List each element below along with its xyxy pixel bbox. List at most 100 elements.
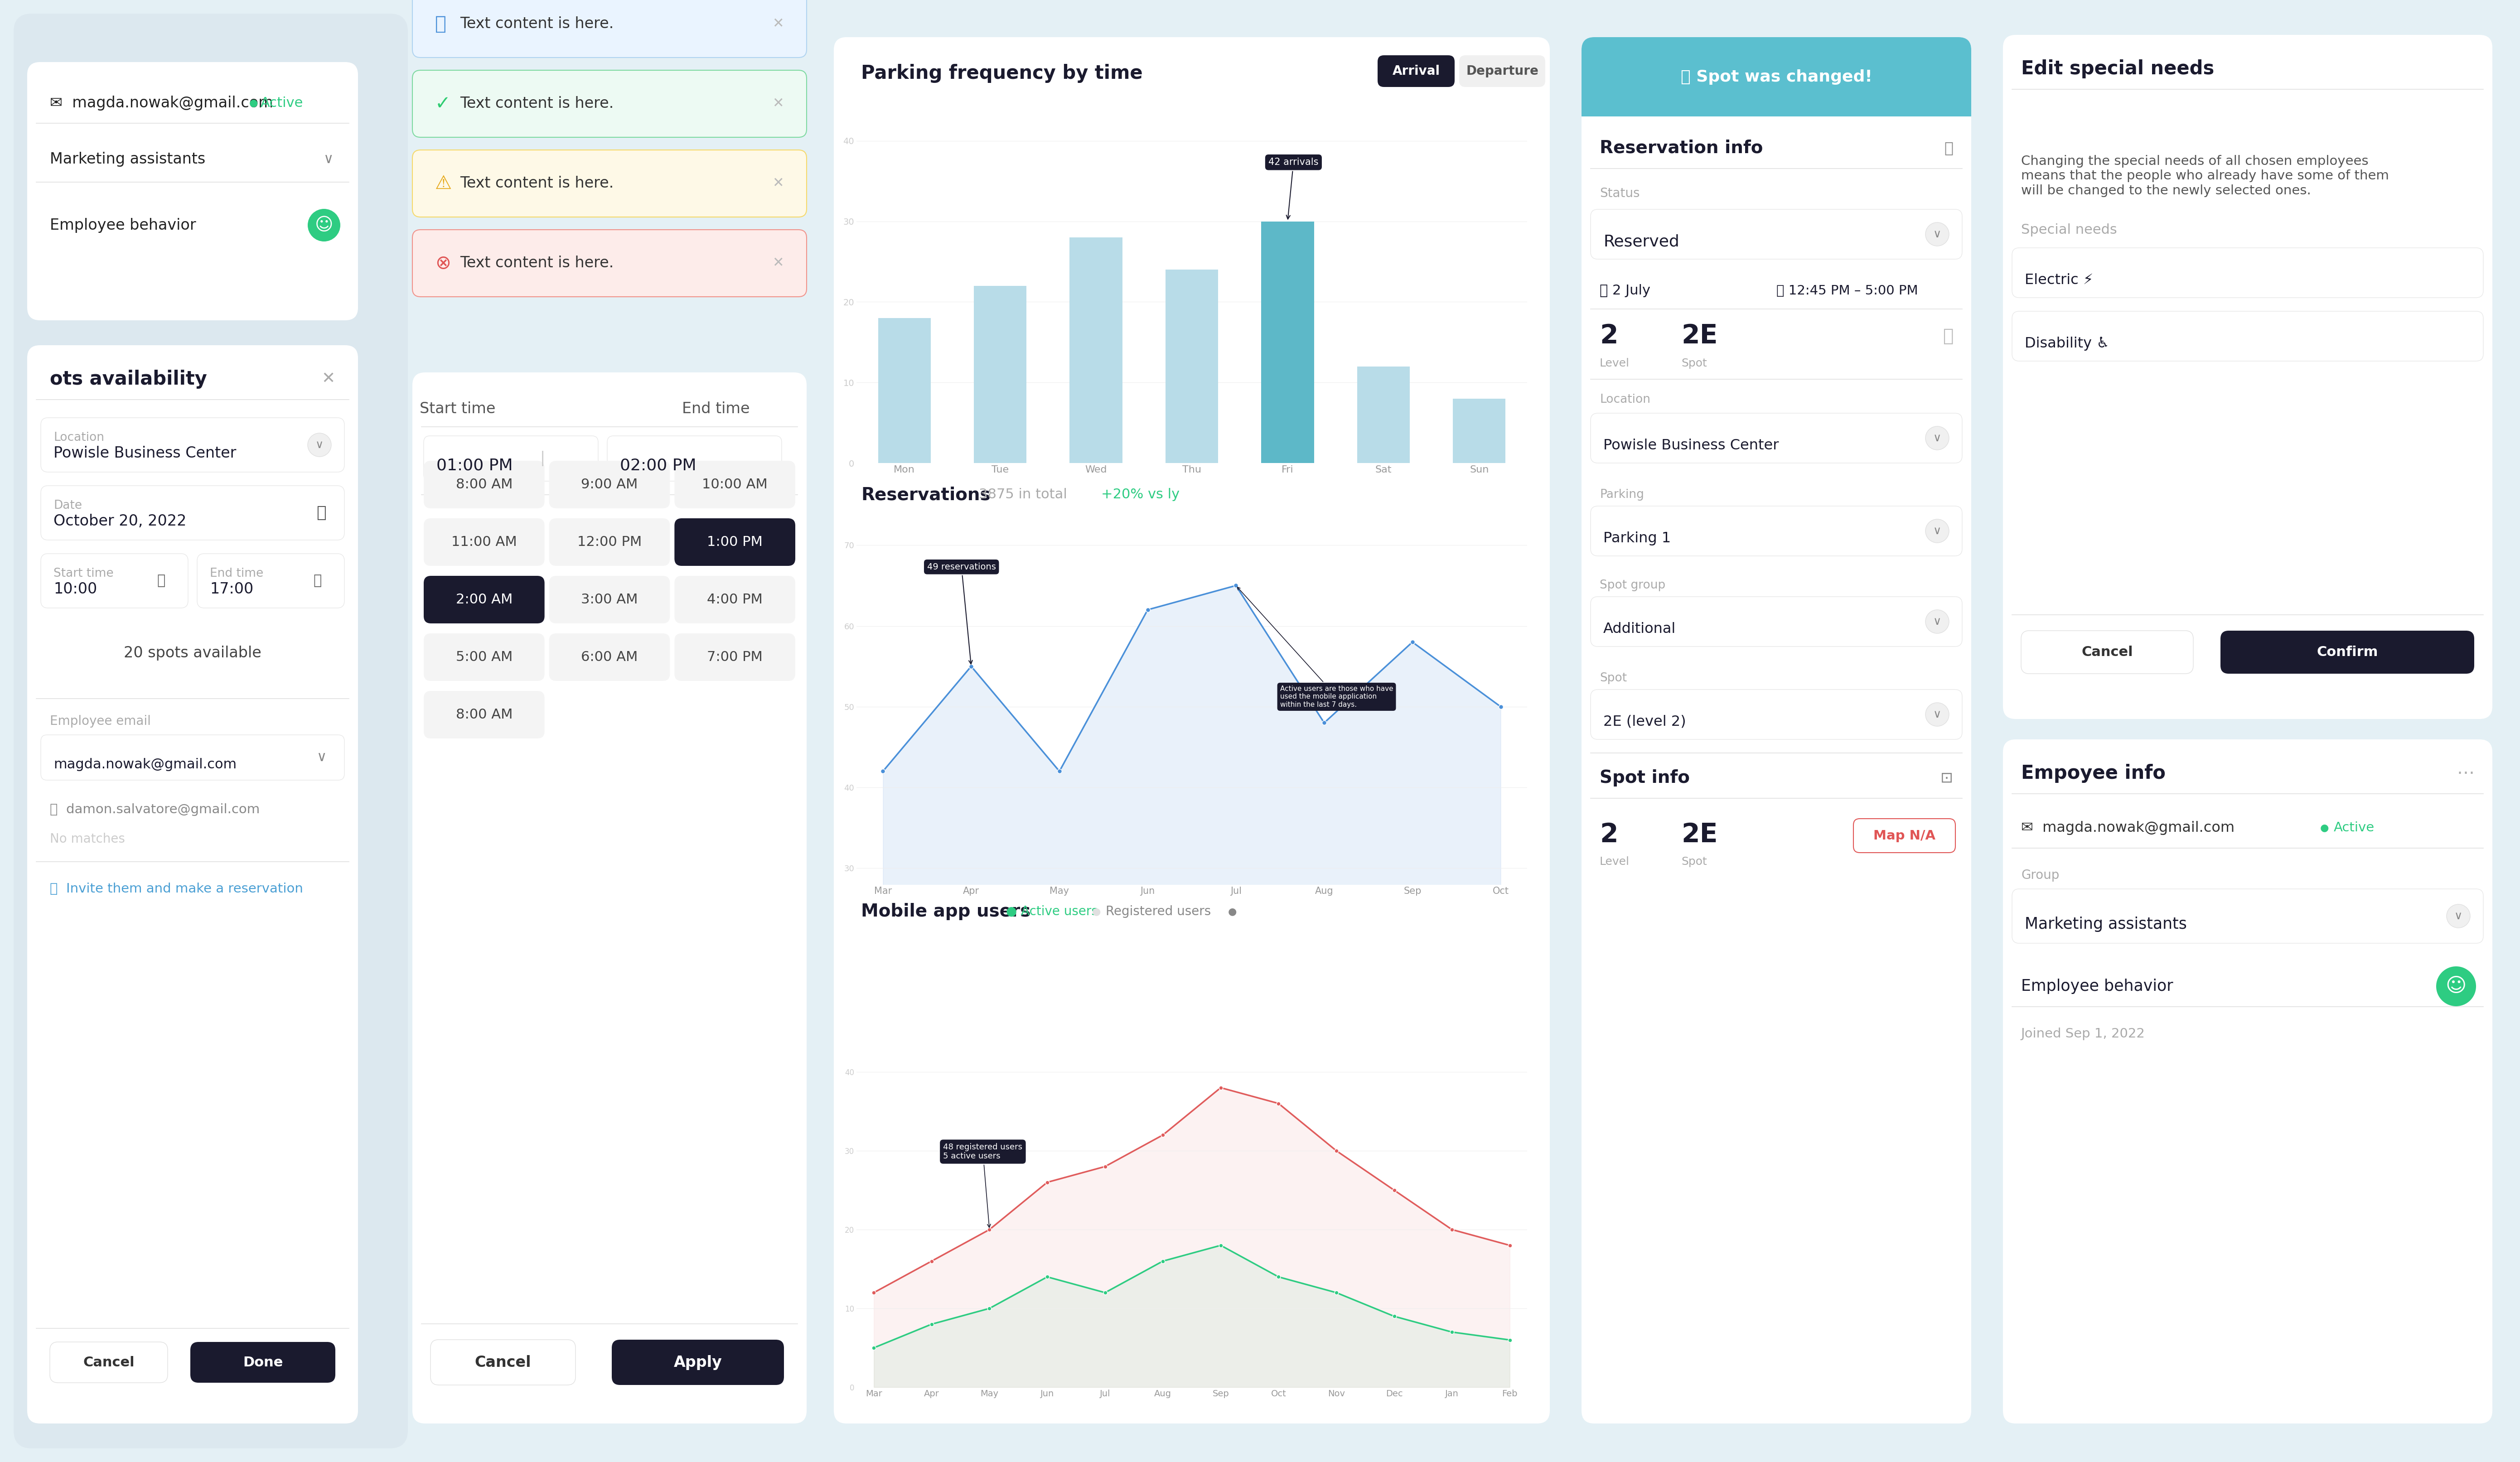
Text: Employee behavior: Employee behavior	[2021, 978, 2172, 994]
Text: ∨: ∨	[1933, 525, 1940, 537]
FancyBboxPatch shape	[2011, 889, 2482, 943]
Text: Done: Done	[242, 1355, 282, 1368]
Text: ⚠: ⚠	[436, 174, 451, 193]
Text: ∨: ∨	[2454, 911, 2462, 921]
Text: ⋯: ⋯	[2457, 765, 2475, 782]
Text: 42 arrivals: 42 arrivals	[1268, 158, 1318, 219]
Bar	[973, 287, 1026, 463]
Text: Powisle Business Center: Powisle Business Center	[1603, 439, 1779, 453]
Text: Parking: Parking	[1600, 488, 1643, 500]
Point	[950, 655, 990, 678]
Text: 10:00: 10:00	[53, 582, 98, 596]
FancyBboxPatch shape	[13, 13, 408, 1449]
FancyBboxPatch shape	[40, 735, 345, 781]
Point	[1038, 760, 1079, 784]
FancyBboxPatch shape	[192, 1342, 335, 1383]
Text: Spot: Spot	[1600, 673, 1628, 684]
FancyBboxPatch shape	[675, 576, 796, 623]
Text: ∨: ∨	[323, 154, 333, 167]
FancyBboxPatch shape	[413, 230, 806, 297]
Point	[1373, 1178, 1414, 1202]
Bar	[1263, 221, 1313, 463]
Text: Location: Location	[1600, 393, 1651, 405]
Text: 2E (level 2): 2E (level 2)	[1603, 715, 1686, 730]
Point	[1431, 1218, 1472, 1241]
Point	[1315, 1281, 1356, 1304]
Text: Status: Status	[1600, 187, 1641, 200]
Text: 👤  Invite them and make a reservation: 👤 Invite them and make a reservation	[50, 883, 302, 895]
FancyBboxPatch shape	[197, 554, 345, 608]
Text: ✕: ✕	[774, 18, 784, 31]
Text: 📍: 📍	[1943, 327, 1953, 345]
Text: Confirm: Confirm	[2316, 646, 2379, 659]
Text: Additional: Additional	[1603, 621, 1676, 636]
Point	[1028, 1265, 1068, 1288]
Text: Level: Level	[1600, 857, 1630, 867]
Text: Date: Date	[53, 500, 83, 512]
Text: Active: Active	[2334, 822, 2374, 833]
Text: 02:00 PM: 02:00 PM	[620, 458, 696, 474]
Point	[912, 1250, 953, 1273]
Text: Parking frequency by time: Parking frequency by time	[862, 64, 1142, 83]
Text: 🔍  damon.salvatore@gmail.com: 🔍 damon.salvatore@gmail.com	[50, 803, 260, 816]
Text: ∨: ∨	[1933, 228, 1940, 240]
Point	[1315, 1139, 1356, 1162]
FancyBboxPatch shape	[2220, 630, 2475, 674]
FancyBboxPatch shape	[2021, 630, 2192, 674]
Text: 9:00 AM: 9:00 AM	[582, 478, 638, 491]
Circle shape	[2437, 966, 2477, 1006]
Text: Electric ⚡: Electric ⚡	[2024, 273, 2094, 287]
FancyBboxPatch shape	[1583, 76, 1971, 117]
FancyBboxPatch shape	[28, 61, 358, 320]
Text: 6:00 AM: 6:00 AM	[582, 651, 638, 664]
Text: Location: Location	[53, 431, 103, 444]
Point	[854, 1336, 895, 1360]
Text: Active: Active	[260, 96, 302, 110]
Text: ✕: ✕	[323, 371, 335, 387]
Text: 2E: 2E	[1681, 822, 1719, 848]
Text: 📅: 📅	[318, 506, 325, 520]
Text: 12:00 PM: 12:00 PM	[577, 535, 643, 548]
FancyBboxPatch shape	[834, 37, 1550, 1424]
Text: Start time: Start time	[421, 401, 496, 417]
Text: 11:00 AM: 11:00 AM	[451, 535, 517, 548]
Text: ∨: ∨	[1933, 433, 1940, 443]
FancyBboxPatch shape	[1590, 690, 1963, 740]
FancyBboxPatch shape	[413, 70, 806, 137]
Text: Cancel: Cancel	[2082, 646, 2132, 659]
Circle shape	[1925, 703, 1948, 727]
FancyBboxPatch shape	[1459, 56, 1545, 86]
Text: 5:00 AM: 5:00 AM	[456, 651, 512, 664]
FancyBboxPatch shape	[2011, 311, 2482, 361]
Text: Mobile app users: Mobile app users	[862, 904, 1031, 920]
Text: ⏱: ⏱	[312, 575, 323, 588]
Text: Reservation info: Reservation info	[1600, 139, 1764, 156]
Text: 8:00 AM: 8:00 AM	[456, 478, 512, 491]
Bar	[1068, 237, 1121, 463]
FancyBboxPatch shape	[423, 519, 544, 566]
FancyBboxPatch shape	[1590, 506, 1963, 556]
Text: Special needs: Special needs	[2021, 224, 2117, 237]
Point	[1303, 711, 1343, 734]
FancyBboxPatch shape	[612, 1339, 784, 1385]
FancyBboxPatch shape	[40, 418, 345, 472]
Point	[1489, 1234, 1530, 1257]
FancyBboxPatch shape	[413, 151, 806, 216]
Point	[1086, 1281, 1126, 1304]
FancyBboxPatch shape	[50, 1342, 169, 1383]
Text: 📅 2 July: 📅 2 July	[1600, 284, 1651, 297]
Point	[1215, 575, 1255, 598]
Text: 3875 in total: 3875 in total	[978, 488, 1066, 501]
FancyBboxPatch shape	[423, 461, 544, 509]
Text: Spot group: Spot group	[1600, 579, 1666, 591]
FancyBboxPatch shape	[607, 436, 781, 481]
Text: 1:00 PM: 1:00 PM	[708, 535, 764, 548]
Text: ●: ●	[1091, 906, 1101, 917]
Text: ●: ●	[2321, 823, 2328, 832]
Point	[1257, 1265, 1298, 1288]
FancyBboxPatch shape	[1583, 37, 1971, 1424]
Text: ●: ●	[1227, 906, 1237, 917]
Text: Disability ♿: Disability ♿	[2024, 336, 2109, 351]
FancyBboxPatch shape	[40, 485, 345, 539]
Circle shape	[307, 209, 340, 241]
